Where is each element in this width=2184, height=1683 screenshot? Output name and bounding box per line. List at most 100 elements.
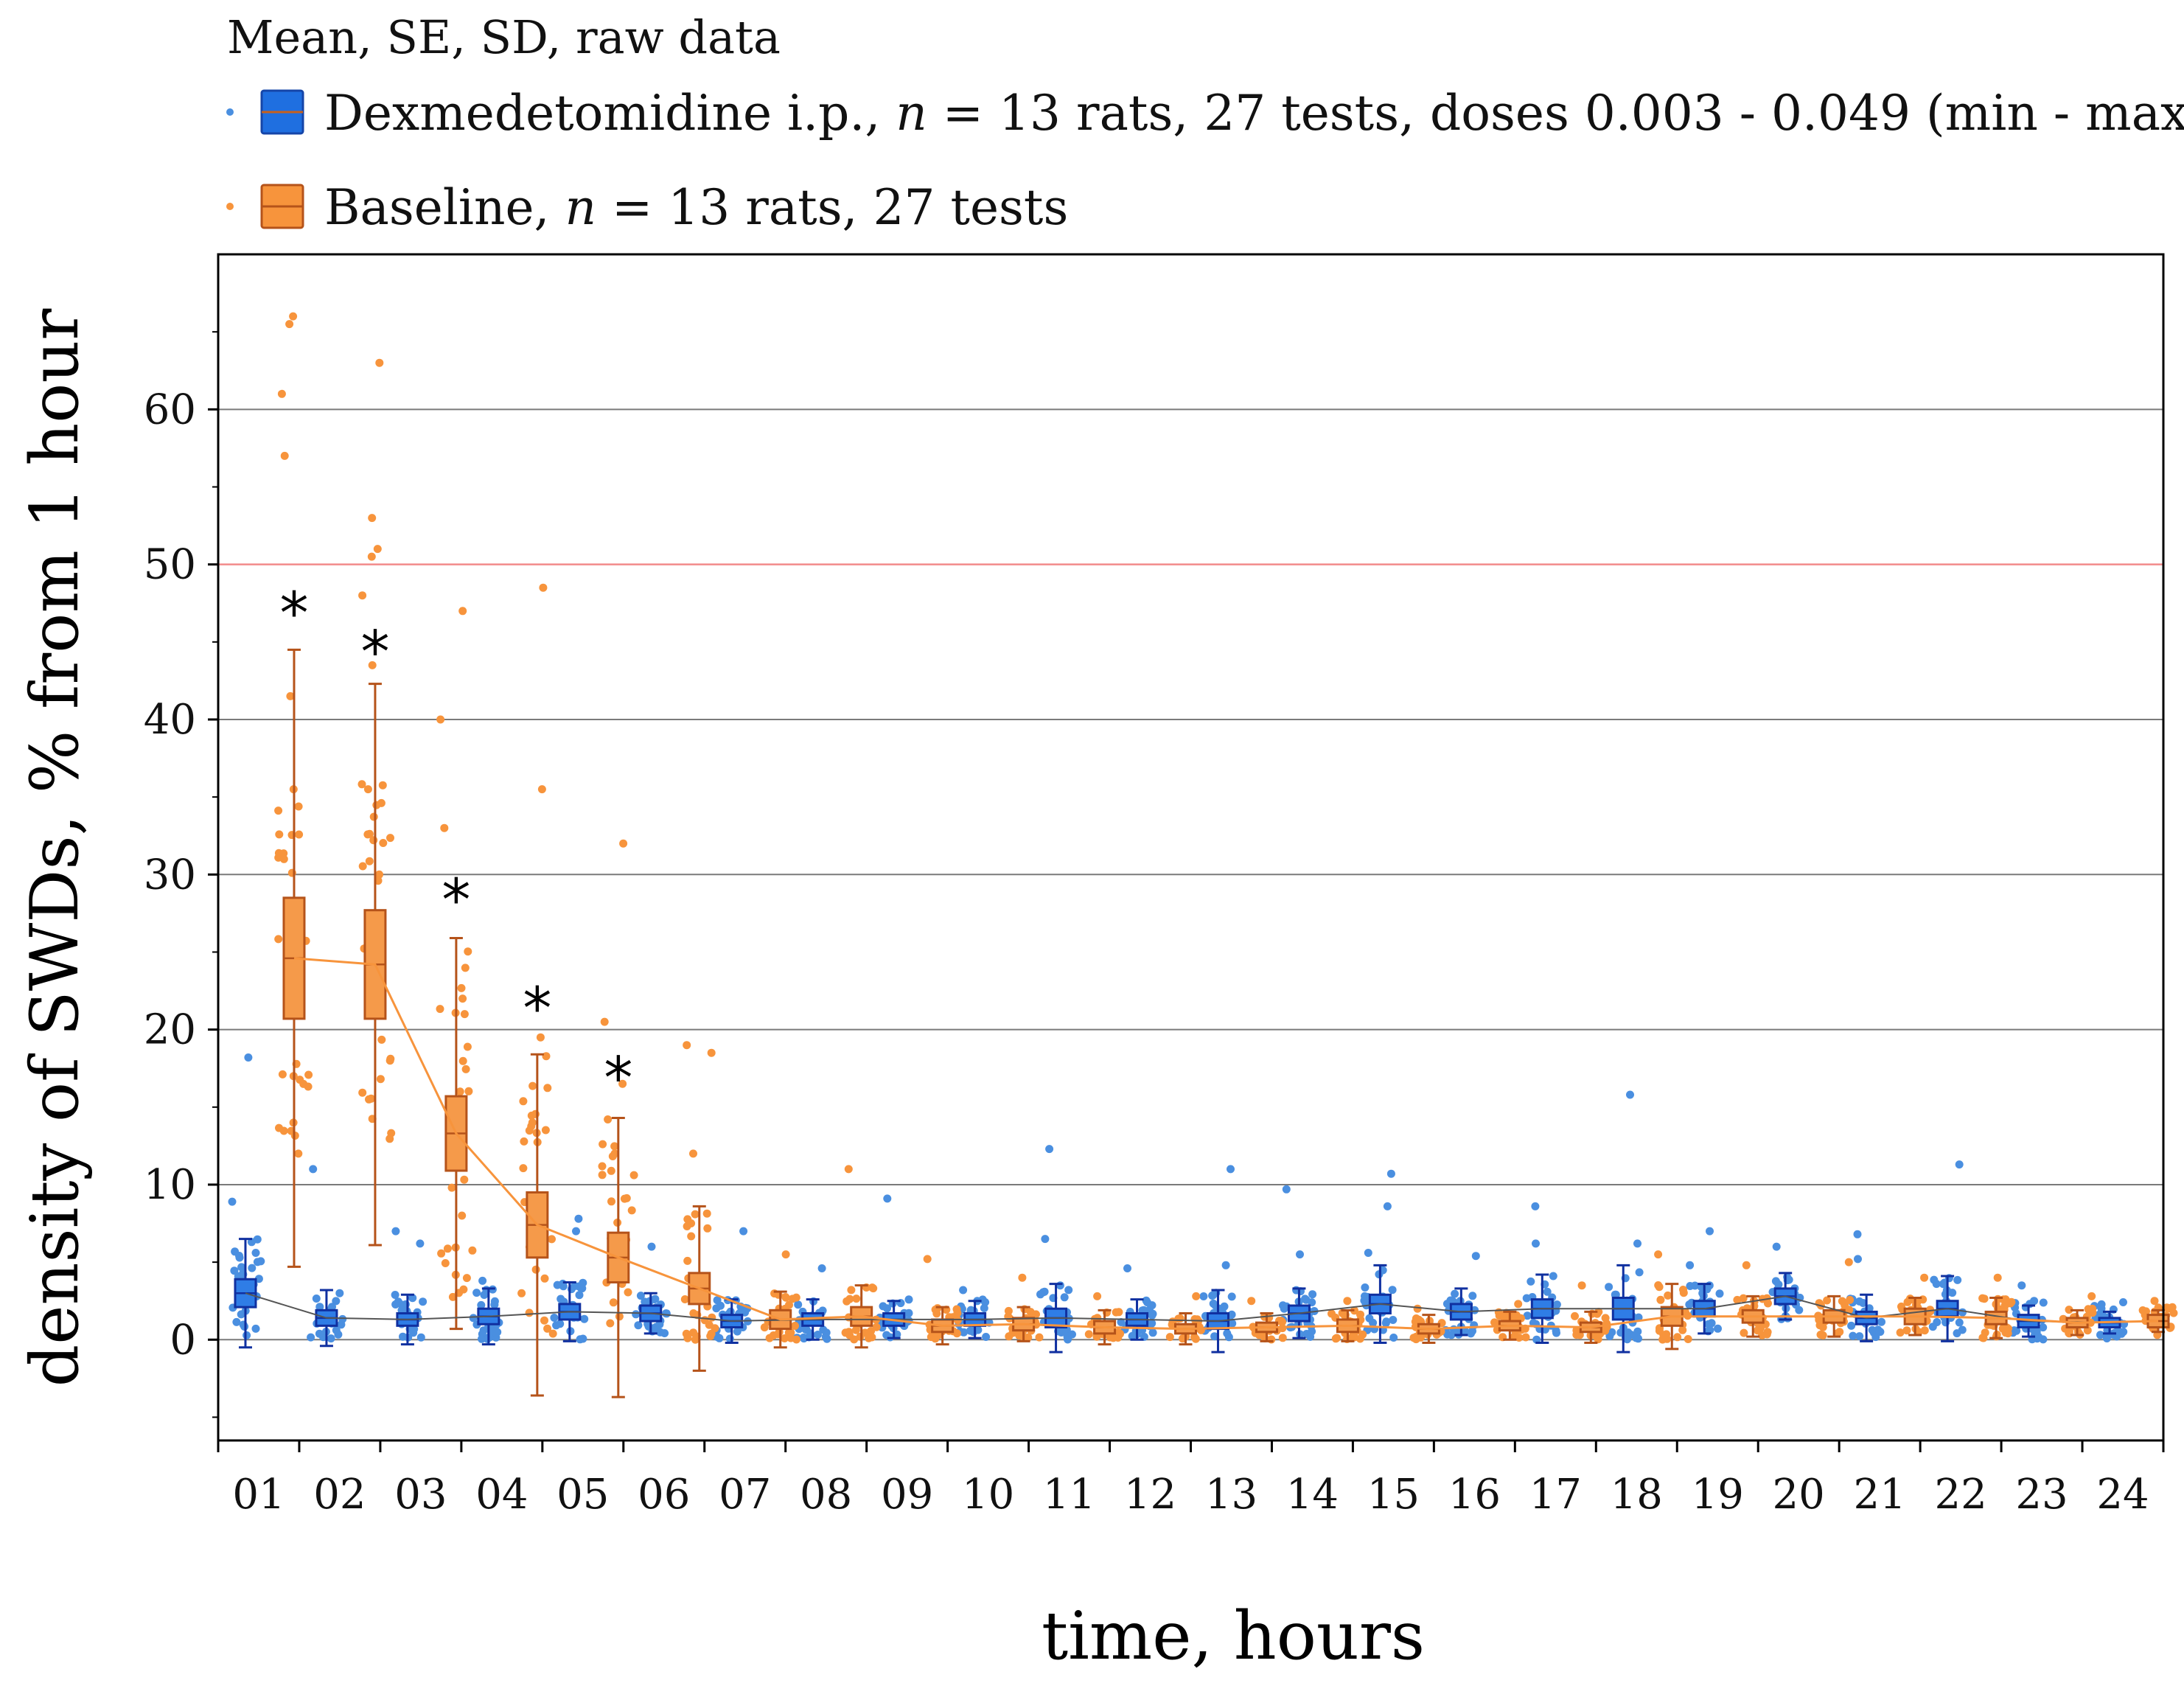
data-point-dexmedetomidine-05-8	[550, 1314, 559, 1322]
data-point-dexmedetomidine-03-25	[416, 1239, 425, 1248]
legend-dex-label-suffix: = 13 rats, 27 tests, doses 0.003 - 0.049…	[927, 85, 2184, 142]
data-point-baseline-01-16	[296, 1076, 304, 1084]
data-point-baseline-09-19	[952, 1305, 961, 1314]
data-point-dexmedetomidine-21-1	[1847, 1321, 1856, 1330]
data-point-dexmedetomidine-16-8	[1446, 1296, 1455, 1305]
data-point-baseline-02-28	[358, 591, 367, 600]
data-point-dexmedetomidine-05-16	[556, 1320, 565, 1328]
data-point-dexmedetomidine-21-21	[1868, 1325, 1877, 1334]
data-point-dexmedetomidine-20-24	[1772, 1242, 1781, 1251]
data-point-baseline-04-17	[542, 1052, 551, 1061]
legend-dex-label-prefix: Dexmedetomidine i.p.,	[324, 85, 896, 142]
data-point-baseline-05-23	[609, 1298, 618, 1307]
data-point-baseline-19-4	[1758, 1295, 1767, 1303]
data-point-dexmedetomidine-01-18	[251, 1249, 260, 1257]
data-point-baseline-01-12	[279, 1126, 288, 1135]
data-point-dexmedetomidine-22-21	[1933, 1318, 1941, 1326]
data-point-dexmedetomidine-15-4	[1389, 1334, 1398, 1342]
data-point-baseline-03-20	[458, 1056, 467, 1065]
data-point-baseline-01-22	[274, 806, 283, 815]
data-point-dexmedetomidine-14-23	[1306, 1332, 1315, 1341]
data-point-dexmedetomidine-01-2	[254, 1275, 263, 1283]
data-point-dexmedetomidine-21-24	[1853, 1230, 1862, 1238]
data-point-dexmedetomidine-22-13	[1939, 1280, 1947, 1289]
y-tick-label-10: 10	[144, 1161, 196, 1209]
data-point-dexmedetomidine-24-18	[2096, 1331, 2104, 1339]
data-point-baseline-20-22	[1841, 1300, 1849, 1309]
data-point-baseline-14-24	[1343, 1297, 1352, 1306]
data-point-baseline-17-22	[1572, 1326, 1581, 1335]
data-point-baseline-10-8	[1004, 1306, 1013, 1315]
data-point-dexmedetomidine-17-6	[1532, 1335, 1541, 1344]
data-point-baseline-16-20	[1515, 1334, 1524, 1342]
data-point-baseline-06-25	[707, 1048, 716, 1057]
data-point-baseline-24-16	[2169, 1309, 2178, 1317]
data-point-baseline-02-3	[386, 834, 394, 843]
data-point-baseline-19-24	[1742, 1261, 1751, 1269]
data-point-dexmedetomidine-06-23	[652, 1325, 661, 1334]
data-point-baseline-01-14	[304, 1082, 313, 1091]
data-point-dexmedetomidine-18-25	[1633, 1239, 1642, 1248]
x-tick-label-24: 24	[2096, 1471, 2149, 1519]
data-point-baseline-14-13	[1328, 1309, 1336, 1318]
data-point-dexmedetomidine-19-24	[1706, 1227, 1714, 1236]
data-point-baseline-18-23	[1684, 1335, 1692, 1343]
data-point-baseline-03-28	[460, 1010, 469, 1019]
data-point-baseline-03-24	[458, 607, 467, 616]
data-point-baseline-05-27	[610, 1149, 619, 1158]
data-point-dexmedetomidine-19-18	[1706, 1325, 1714, 1334]
data-point-baseline-08-24	[844, 1165, 853, 1174]
legend-dex-point	[226, 108, 234, 116]
data-point-dexmedetomidine-02-8	[307, 1333, 315, 1342]
data-point-dexmedetomidine-01-24	[244, 1053, 253, 1062]
data-point-dexmedetomidine-10-6	[960, 1328, 968, 1337]
data-point-dexmedetomidine-11-1	[1056, 1281, 1064, 1290]
data-point-baseline-21-21	[1926, 1306, 1935, 1314]
data-point-baseline-11-8	[1084, 1330, 1093, 1339]
x-tick-label-07: 07	[719, 1471, 771, 1519]
data-point-baseline-05-11	[606, 1319, 615, 1328]
data-point-baseline-05-0	[598, 1162, 607, 1171]
x-tick-label-17: 17	[1529, 1471, 1582, 1519]
data-point-dexmedetomidine-14-12	[1308, 1298, 1316, 1307]
data-point-dexmedetomidine-03-0	[408, 1294, 417, 1303]
data-point-dexmedetomidine-13-16	[1209, 1291, 1218, 1300]
x-tick-label-04: 04	[475, 1471, 528, 1519]
data-point-dexmedetomidine-02-21	[334, 1330, 343, 1339]
y-tick-label-50: 50	[144, 541, 196, 589]
data-point-dexmedetomidine-22-24	[1955, 1160, 1964, 1169]
y-axis-title: density of SWDs, % from 1 hour	[16, 308, 94, 1387]
data-point-baseline-10-10	[1026, 1308, 1035, 1317]
data-point-dexmedetomidine-11-19	[1059, 1326, 1068, 1335]
data-point-dexmedetomidine-07-20	[713, 1333, 722, 1342]
data-point-baseline-04-23	[519, 1097, 528, 1106]
data-point-dexmedetomidine-06-24	[647, 1242, 656, 1251]
data-point-dexmedetomidine-02-6	[335, 1289, 344, 1297]
x-tick-label-18: 18	[1611, 1471, 1663, 1519]
data-point-baseline-07-16	[780, 1334, 789, 1342]
x-tick-label-12: 12	[1124, 1471, 1176, 1519]
y-tick-label-30: 30	[144, 851, 196, 899]
data-point-baseline-03-4	[464, 947, 472, 956]
x-tick-label-14: 14	[1286, 1471, 1339, 1519]
data-point-dexmedetomidine-17-25	[1532, 1239, 1540, 1248]
data-point-baseline-01-6	[295, 830, 304, 839]
data-point-baseline-18-21	[1664, 1291, 1672, 1300]
data-point-baseline-04-8	[517, 1289, 526, 1297]
x-tick-label-05: 05	[557, 1471, 609, 1519]
data-point-dexmedetomidine-08-23	[822, 1328, 831, 1337]
data-point-dexmedetomidine-11-23	[1060, 1293, 1069, 1302]
data-point-dexmedetomidine-05-25	[572, 1227, 580, 1236]
data-point-baseline-03-9	[443, 1244, 452, 1253]
x-tick-label-21: 21	[1854, 1471, 1906, 1519]
data-point-baseline-11-21	[1106, 1333, 1114, 1342]
data-point-baseline-03-27	[458, 994, 467, 1003]
data-point-baseline-23-16	[2088, 1304, 2097, 1313]
data-point-dexmedetomidine-12-11	[1117, 1318, 1126, 1326]
data-point-dexmedetomidine-22-4	[1955, 1318, 1964, 1327]
data-point-baseline-05-13	[627, 1206, 636, 1215]
data-point-baseline-03-11	[437, 1249, 446, 1258]
data-point-dexmedetomidine-08-2	[814, 1331, 822, 1339]
data-point-baseline-05-24	[619, 839, 628, 848]
data-point-dexmedetomidine-22-18	[1953, 1329, 1961, 1338]
